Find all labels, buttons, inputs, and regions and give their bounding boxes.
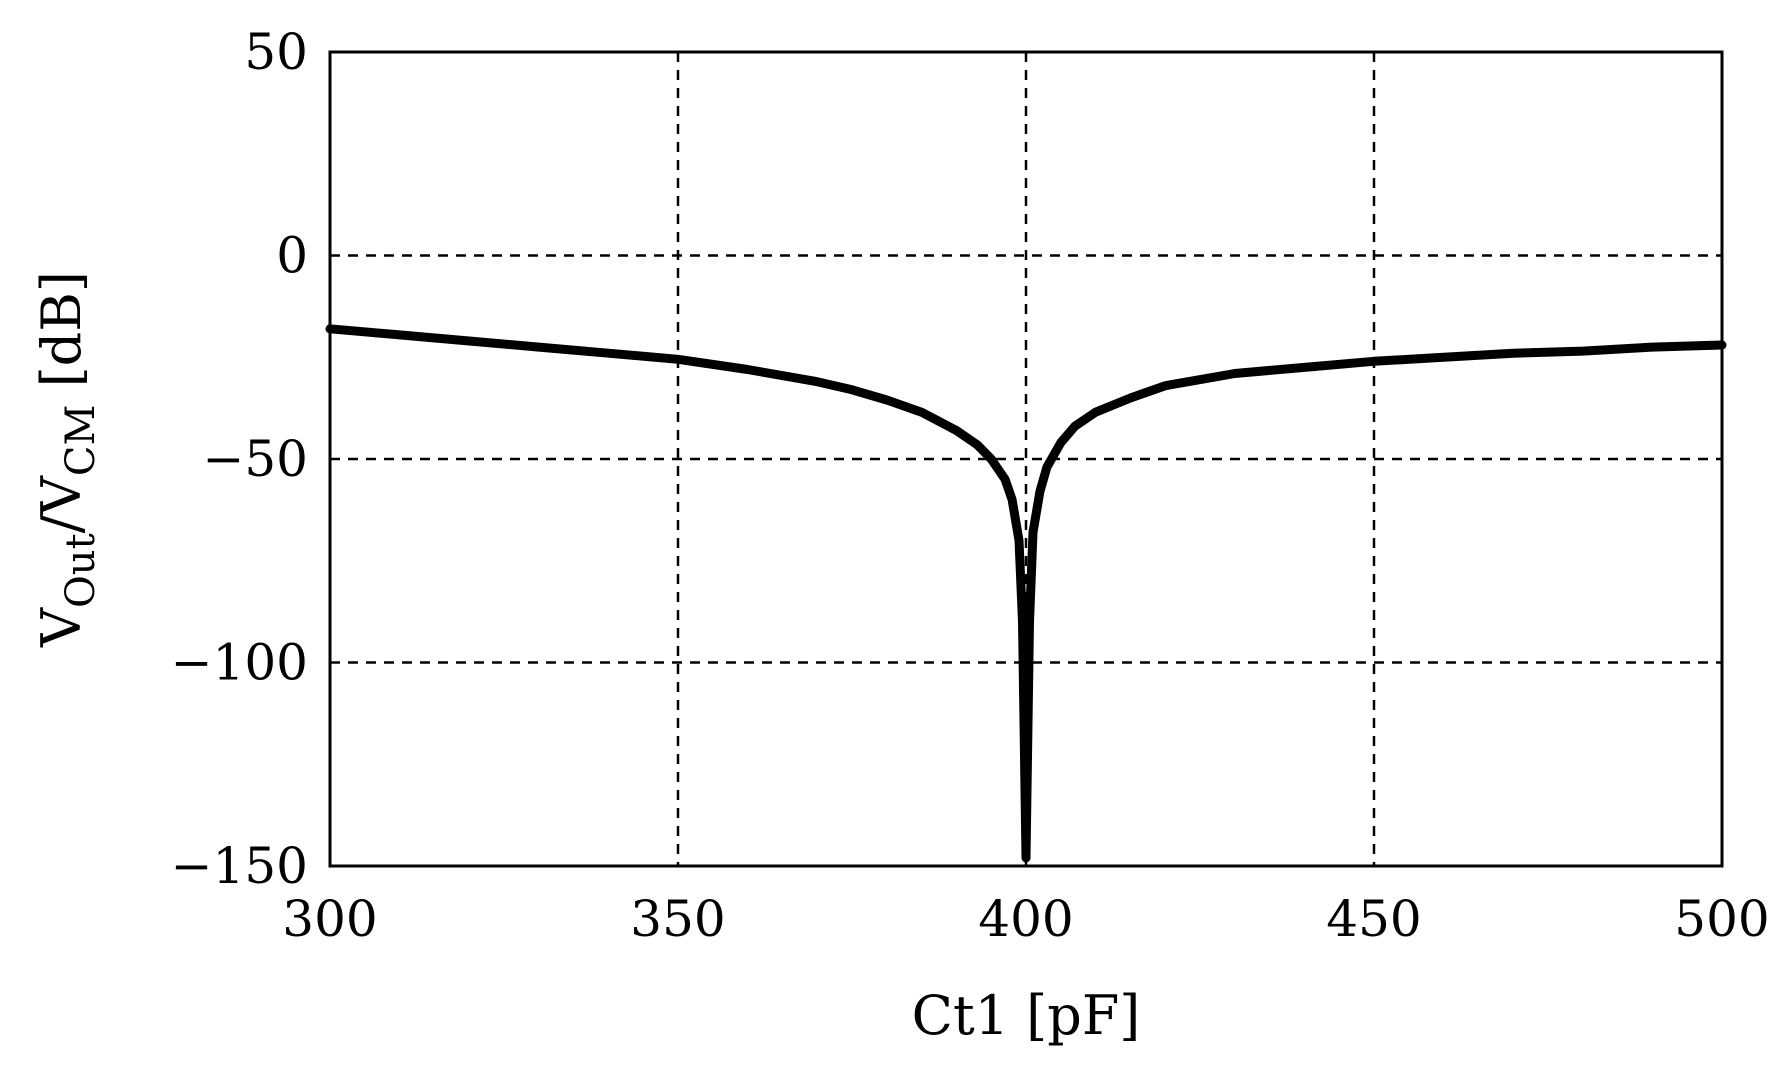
y-tick-label-1: 0 (276, 227, 308, 285)
series-layer (325, 324, 1727, 863)
y-label-mid: /V (30, 475, 93, 533)
x-tick-label-3: 450 (1326, 890, 1421, 948)
y-axis-label: VOut/VCM [dB] (30, 271, 104, 648)
y-label-sub-cm: CM (58, 405, 104, 477)
y-tick-label-2: −50 (202, 430, 308, 488)
x-tick-label-4: 500 (1674, 890, 1769, 948)
y-tick-label-0: 50 (244, 23, 308, 81)
plot-frame (328, 50, 1724, 868)
x-tick-label-0: 300 (282, 890, 377, 948)
x-tick-label-1: 350 (630, 890, 725, 948)
y-label-sub-out: Out (58, 533, 104, 608)
x-tick-label-2: 400 (978, 890, 1073, 948)
x-axis-label: Ct1 [pF] (912, 984, 1141, 1047)
grid-lines (330, 52, 1722, 866)
y-tick-label-3: −100 (171, 634, 308, 692)
y-label-base: V (30, 607, 93, 648)
y-tick-label-4: −150 (171, 837, 308, 895)
x-tick-labels: 300 350 400 450 500 (282, 890, 1769, 948)
y-tick-labels: 50 0 −50 −100 −150 (171, 23, 308, 895)
series-line-0 (325, 324, 1727, 863)
y-label-end: [dB] (30, 271, 93, 405)
